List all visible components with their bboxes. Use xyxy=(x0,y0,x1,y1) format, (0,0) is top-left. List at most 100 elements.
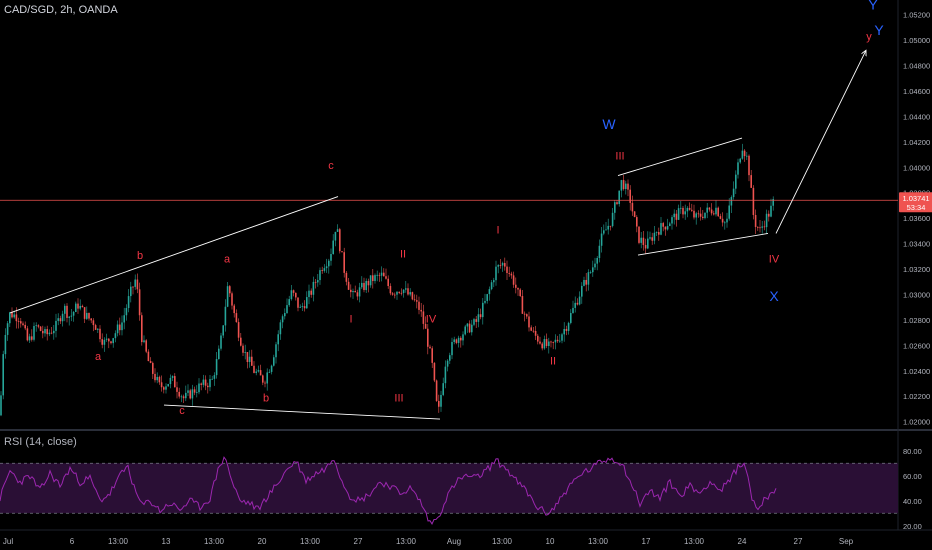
price-tick-label: 1.05000 xyxy=(903,36,930,45)
candle-body xyxy=(598,245,601,259)
candle-body xyxy=(583,279,585,286)
candle-body xyxy=(389,286,392,294)
candle-body xyxy=(435,380,438,401)
candle-body xyxy=(4,334,7,355)
candle-body xyxy=(336,229,339,232)
candle-body xyxy=(651,237,653,241)
candle-body xyxy=(671,217,673,224)
price-tick-label: 1.05200 xyxy=(903,11,930,20)
candle-body xyxy=(528,316,530,328)
candle-body xyxy=(424,323,427,329)
wave-label: b xyxy=(137,250,143,262)
candle-body xyxy=(59,318,62,322)
candle-body xyxy=(171,376,174,378)
candle-body xyxy=(735,174,737,189)
time-tick-label: 10 xyxy=(546,537,555,546)
candles-group xyxy=(0,143,774,417)
candle-body xyxy=(578,296,581,305)
candle-body xyxy=(2,354,4,396)
candle-body xyxy=(464,326,466,335)
wave-label: IV xyxy=(426,313,437,325)
time-tick-label: 13:00 xyxy=(204,537,225,546)
candle-body xyxy=(638,226,640,243)
candle-body xyxy=(730,197,733,206)
candle-body xyxy=(295,292,297,298)
time-tick-label: 27 xyxy=(794,537,803,546)
candle-body xyxy=(455,339,458,343)
time-tick-label: 24 xyxy=(738,537,747,546)
price-tick-label: 1.04800 xyxy=(903,62,930,71)
candle-body xyxy=(748,155,750,176)
candle-body xyxy=(264,382,266,384)
time-tick-label: 13 xyxy=(162,537,171,546)
candle-body xyxy=(94,325,97,330)
rsi-title: RSI (14, close) xyxy=(4,436,77,448)
candle-body xyxy=(592,267,594,273)
candle-body xyxy=(253,365,255,373)
candle-body xyxy=(391,293,394,295)
candle-body xyxy=(431,348,433,363)
trendline xyxy=(617,137,743,177)
candle-body xyxy=(303,306,306,309)
candle-body xyxy=(387,278,389,287)
candle-body xyxy=(677,208,680,220)
candle-body xyxy=(741,150,744,159)
candle-body xyxy=(407,288,409,295)
candle-body xyxy=(427,328,429,347)
candle-body xyxy=(11,312,13,318)
candle-body xyxy=(180,396,183,398)
candle-body xyxy=(512,275,515,285)
candle-body xyxy=(365,280,367,291)
candle-body xyxy=(477,314,480,322)
candle-body xyxy=(383,272,385,277)
candle-body xyxy=(138,289,141,316)
candle-body xyxy=(506,266,508,273)
candle-body xyxy=(279,322,282,335)
candle-body xyxy=(768,213,770,217)
candle-body xyxy=(185,392,187,399)
candle-body xyxy=(270,365,273,372)
candle-body xyxy=(460,337,462,341)
candle-body xyxy=(246,352,249,362)
candle-body xyxy=(42,330,44,334)
candle-body xyxy=(292,290,295,293)
candle-body xyxy=(198,383,200,393)
candle-body xyxy=(563,328,565,335)
candle-body xyxy=(277,334,279,345)
time-tick-label: 6 xyxy=(70,537,75,546)
candle-body xyxy=(752,187,755,215)
candle-body xyxy=(631,202,634,212)
candle-body xyxy=(497,265,499,267)
candle-body xyxy=(675,213,678,220)
candle-body xyxy=(438,400,440,407)
candle-body xyxy=(739,158,741,163)
candle-body xyxy=(761,226,763,228)
candle-body xyxy=(565,328,568,331)
candle-body xyxy=(191,389,194,399)
candle-body xyxy=(167,384,169,387)
candle-body xyxy=(475,319,477,322)
candle-body xyxy=(6,323,9,335)
candle-body xyxy=(398,291,400,293)
candle-body xyxy=(99,328,101,340)
candle-body xyxy=(772,199,774,206)
time-tick-label: 13:00 xyxy=(684,537,705,546)
candle-body xyxy=(380,272,383,276)
candle-body xyxy=(750,175,752,188)
candle-body xyxy=(328,260,330,267)
candle-body xyxy=(200,383,202,385)
candle-body xyxy=(121,322,123,331)
candle-body xyxy=(37,325,40,327)
candle-body xyxy=(686,207,689,212)
price-tick-label: 1.04200 xyxy=(903,138,930,147)
candle-body xyxy=(22,323,24,325)
candle-body xyxy=(363,282,365,291)
candle-body xyxy=(570,313,572,323)
candle-body xyxy=(620,180,623,191)
wave-label: W xyxy=(602,116,616,132)
candle-body xyxy=(673,213,675,218)
rsi-tick-label: 80.00 xyxy=(903,447,922,456)
wave-label: III xyxy=(394,392,403,404)
candle-body xyxy=(169,377,172,385)
